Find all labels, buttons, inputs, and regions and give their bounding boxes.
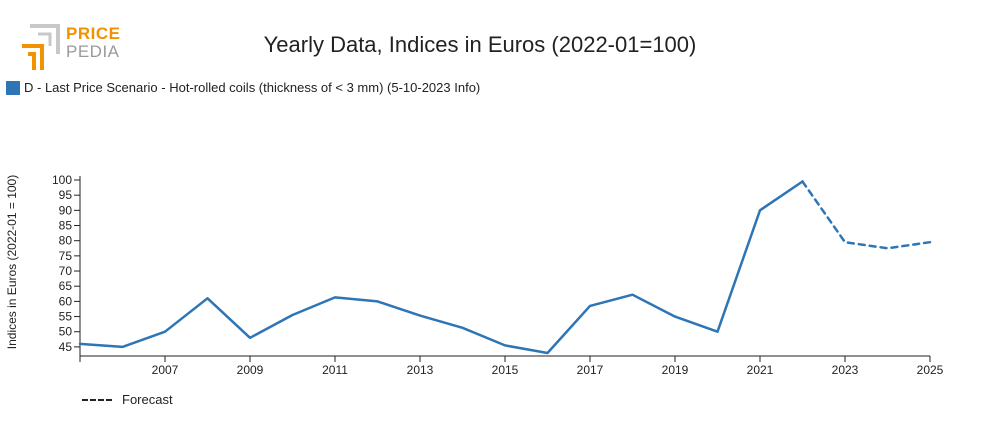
y-tick-label: 100 bbox=[52, 173, 72, 187]
forecast-dash-icon bbox=[82, 398, 112, 401]
forecast-line bbox=[801, 180, 932, 250]
forecast-legend[interactable]: Forecast bbox=[82, 392, 173, 407]
y-tick-label: 80 bbox=[59, 234, 73, 248]
pricepedia-logo[interactable]: PRICE PEDIA bbox=[18, 24, 128, 72]
y-axis-label: Indices in Euros (2022-01 = 100) bbox=[5, 175, 19, 349]
y-tick-label: 75 bbox=[59, 249, 73, 263]
y-tick-label: 45 bbox=[59, 340, 73, 354]
y-tick-label: 55 bbox=[59, 310, 73, 324]
pricepedia-logo-mark bbox=[22, 24, 60, 70]
x-tick-label: 2023 bbox=[832, 363, 859, 377]
series-line bbox=[78, 180, 804, 355]
series-legend[interactable]: D - Last Price Scenario - Hot-rolled coi… bbox=[6, 80, 480, 95]
forecast-label: Forecast bbox=[122, 392, 173, 407]
x-tick-label: 2013 bbox=[407, 363, 434, 377]
y-tick-label: 70 bbox=[59, 264, 73, 278]
x-tick-label: 2025 bbox=[917, 363, 944, 377]
logo-text-pedia: PEDIA bbox=[66, 42, 120, 61]
logo-text-price: PRICE bbox=[66, 24, 121, 43]
x-tick-label: 2011 bbox=[322, 363, 348, 377]
x-tick-label: 2007 bbox=[152, 363, 179, 377]
y-tick-label: 50 bbox=[59, 325, 73, 339]
y-tick-label: 60 bbox=[59, 294, 73, 308]
y-tick-label: 95 bbox=[59, 188, 73, 202]
x-tick-label: 2017 bbox=[577, 363, 604, 377]
legend-swatch bbox=[6, 80, 20, 95]
chart-title: Yearly Data, Indices in Euros (2022-01=1… bbox=[263, 32, 697, 57]
y-tick-label: 90 bbox=[59, 203, 73, 217]
x-tick-label: 2019 bbox=[662, 363, 689, 377]
x-tick-label: 2021 bbox=[747, 363, 774, 377]
x-tick-label: 2015 bbox=[492, 363, 519, 377]
legend-label: D - Last Price Scenario - Hot-rolled coi… bbox=[24, 80, 481, 95]
x-tick-label: 2009 bbox=[237, 363, 264, 377]
y-tick-label: 65 bbox=[59, 279, 73, 293]
y-tick-label: 85 bbox=[59, 219, 73, 233]
